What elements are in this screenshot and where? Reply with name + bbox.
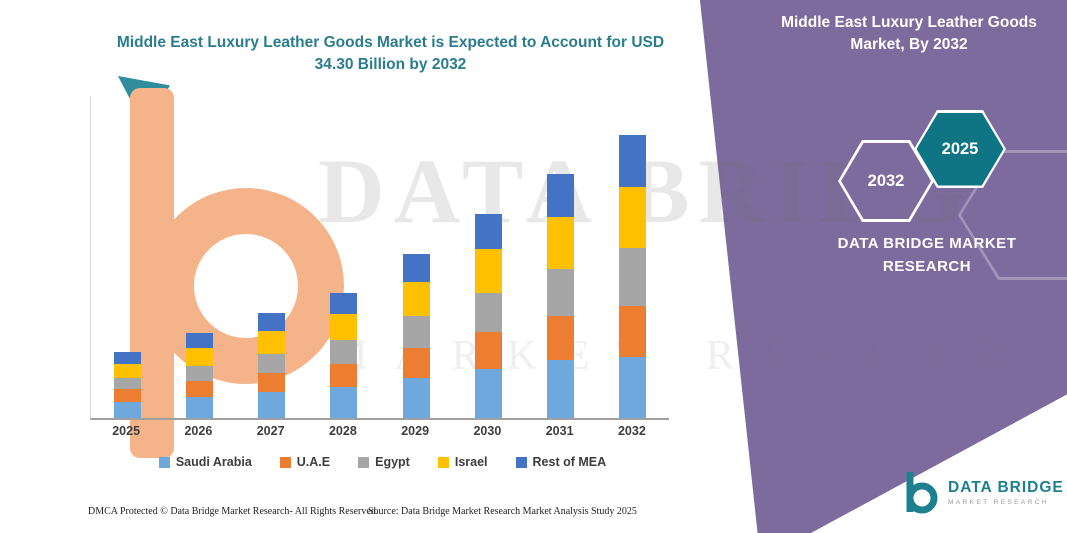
bar-segment-israel: [113, 363, 141, 378]
bar-segment-egypt: [402, 316, 430, 348]
bar-segment-rest-of-mea: [258, 313, 286, 332]
databridge-logo: DATA BRIDGE MARKET RESEARCH: [900, 470, 1064, 514]
bar-segment-saudi-arabia: [547, 360, 575, 418]
legend-label-rest-of-mea: Rest of MEA: [532, 455, 607, 469]
legend-label-egypt: Egypt: [375, 455, 410, 469]
bar-segment-egypt: [330, 340, 358, 364]
legend-item-rest-of-mea: Rest of MEA: [515, 455, 607, 469]
legend-swatch-u-a-e: [279, 456, 291, 468]
logo-name: DATA BRIDGE: [948, 478, 1064, 496]
bar-segment-u-a-e: [619, 305, 647, 357]
hexagon-2032-label: 2032: [867, 171, 905, 190]
bar-segment-saudi-arabia: [474, 368, 502, 418]
hexagon-2032: 2032: [838, 140, 934, 222]
legend-item-saudi-arabia: Saudi Arabia: [158, 455, 252, 469]
bar-segment-u-a-e: [402, 347, 430, 378]
x-axis-label-2031: 2031: [545, 424, 574, 438]
legend-item-u-a-e: U.A.E: [279, 455, 331, 469]
bar-segment-egypt: [547, 268, 575, 317]
bar-segment-israel: [547, 216, 575, 269]
bar-2026: [185, 332, 213, 418]
legend-label-israel: Israel: [454, 455, 488, 469]
chart-legend: Saudi Arabia U.A.E Egypt Israel Rest of MEA: [95, 455, 670, 469]
x-axis-label-2029: 2029: [401, 424, 430, 438]
dmca-notice: DMCA Protected © Data Bridge Market Rese…: [88, 506, 379, 517]
databridge-b-icon: [906, 472, 938, 514]
bar-segment-rest-of-mea: [185, 332, 213, 348]
hexagon-2032-inner: 2032: [841, 143, 931, 219]
x-axis-label-2027: 2027: [256, 424, 285, 438]
bar-segment-rest-of-mea: [330, 292, 358, 315]
x-axis-label-2028: 2028: [328, 424, 357, 438]
logo-tagline: MARKET RESEARCH: [948, 498, 1049, 506]
x-axis-labels: 2025 2026 2027 2028 2029 2030 2031 2032: [90, 424, 668, 438]
bar-segment-israel: [619, 186, 647, 248]
bar-segment-egypt: [113, 377, 141, 390]
bar-2031: [547, 174, 575, 418]
bar-segment-rest-of-mea: [619, 134, 647, 187]
bar-segment-saudi-arabia: [402, 377, 430, 418]
watermark-market-research: MARKET RESEARCH: [330, 333, 1067, 379]
bar-segment-u-a-e: [258, 372, 286, 392]
panel-brand-text: DATA BRIDGE MARKET RESEARCH: [837, 235, 1017, 276]
bar-segment-israel: [185, 347, 213, 366]
bar-segment-rest-of-mea: [547, 174, 575, 217]
x-axis-label-2030: 2030: [473, 424, 502, 438]
legend-swatch-israel: [437, 456, 449, 468]
panel-title: Middle East Luxury Leather Goods Market,…: [781, 14, 1037, 54]
legend-item-egypt: Egypt: [358, 455, 410, 469]
bar-segment-saudi-arabia: [619, 356, 647, 418]
bar-2029: [402, 253, 430, 418]
bar-segment-egypt: [185, 365, 213, 381]
bar-segment-israel: [330, 314, 358, 341]
bar-segment-rest-of-mea: [402, 253, 430, 282]
bar-segment-u-a-e: [185, 380, 213, 397]
bar-2025: [113, 351, 141, 418]
hexagon-2025-inner: 2025: [916, 112, 1004, 186]
bar-segment-israel: [474, 248, 502, 293]
bar-segment-egypt: [258, 353, 286, 373]
bar-segment-israel: [402, 281, 430, 317]
source-note: Source: Data Bridge Market Research Mark…: [368, 506, 637, 517]
x-axis-label-2032: 2032: [617, 424, 646, 438]
bar-segment-egypt: [619, 247, 647, 306]
plot-area: [90, 96, 669, 420]
bar-segment-rest-of-mea: [113, 351, 141, 364]
bar-2028: [330, 292, 358, 418]
x-axis-label-2026: 2026: [184, 424, 213, 438]
bar-segment-u-a-e: [330, 363, 358, 387]
databridge-logo-text: DATA BRIDGE MARKET RESEARCH: [948, 479, 1064, 506]
legend-swatch-rest-of-mea: [515, 456, 527, 468]
legend-swatch-egypt: [358, 456, 370, 468]
bar-segment-saudi-arabia: [185, 396, 213, 418]
legend-swatch-saudi-arabia: [158, 456, 170, 468]
x-axis-label-2025: 2025: [112, 424, 141, 438]
bar-segment-u-a-e: [113, 389, 141, 402]
bar-2032: [619, 134, 647, 418]
legend-item-israel: Israel: [437, 455, 488, 469]
hexagon-2025-label: 2025: [941, 139, 979, 158]
chart-title: Middle East Luxury Leather Goods Market …: [116, 34, 665, 74]
legend-label-saudi-arabia: Saudi Arabia: [175, 455, 252, 469]
bar-2030: [474, 214, 502, 418]
bar-segment-u-a-e: [474, 332, 502, 369]
bar-segment-egypt: [474, 292, 502, 333]
bar-segment-rest-of-mea: [474, 214, 502, 249]
bar-2027: [258, 313, 286, 418]
bar-segment-saudi-arabia: [258, 391, 286, 418]
bar-segment-saudi-arabia: [113, 401, 141, 418]
bar-segment-israel: [258, 331, 286, 354]
bar-segment-saudi-arabia: [330, 386, 358, 418]
bar-segment-u-a-e: [547, 316, 575, 361]
legend-label-u-a-e: U.A.E: [296, 455, 331, 469]
